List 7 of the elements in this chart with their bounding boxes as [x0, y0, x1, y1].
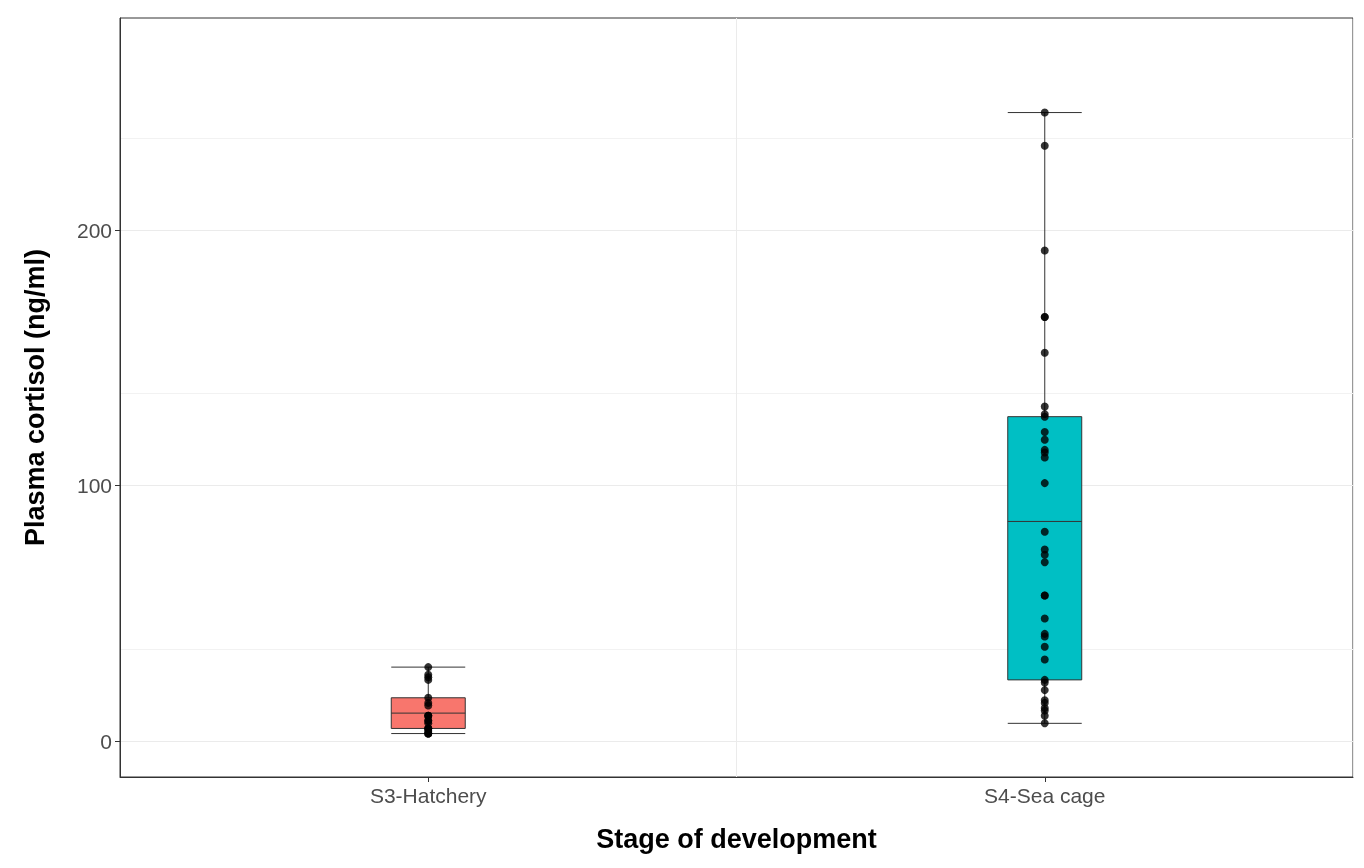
x-tick-label: S3-Hatchery: [369, 784, 488, 807]
x-axis-title: Stage of development: [596, 823, 877, 854]
y-tick-label: 100: [76, 474, 112, 498]
y-tick-label: 0: [100, 729, 112, 753]
y-axis-title: Plasma cortisol (ng/ml): [19, 248, 50, 547]
y-tick-label: 200: [76, 218, 112, 242]
x-tick-label: S4-Sea cage: [984, 784, 1106, 807]
